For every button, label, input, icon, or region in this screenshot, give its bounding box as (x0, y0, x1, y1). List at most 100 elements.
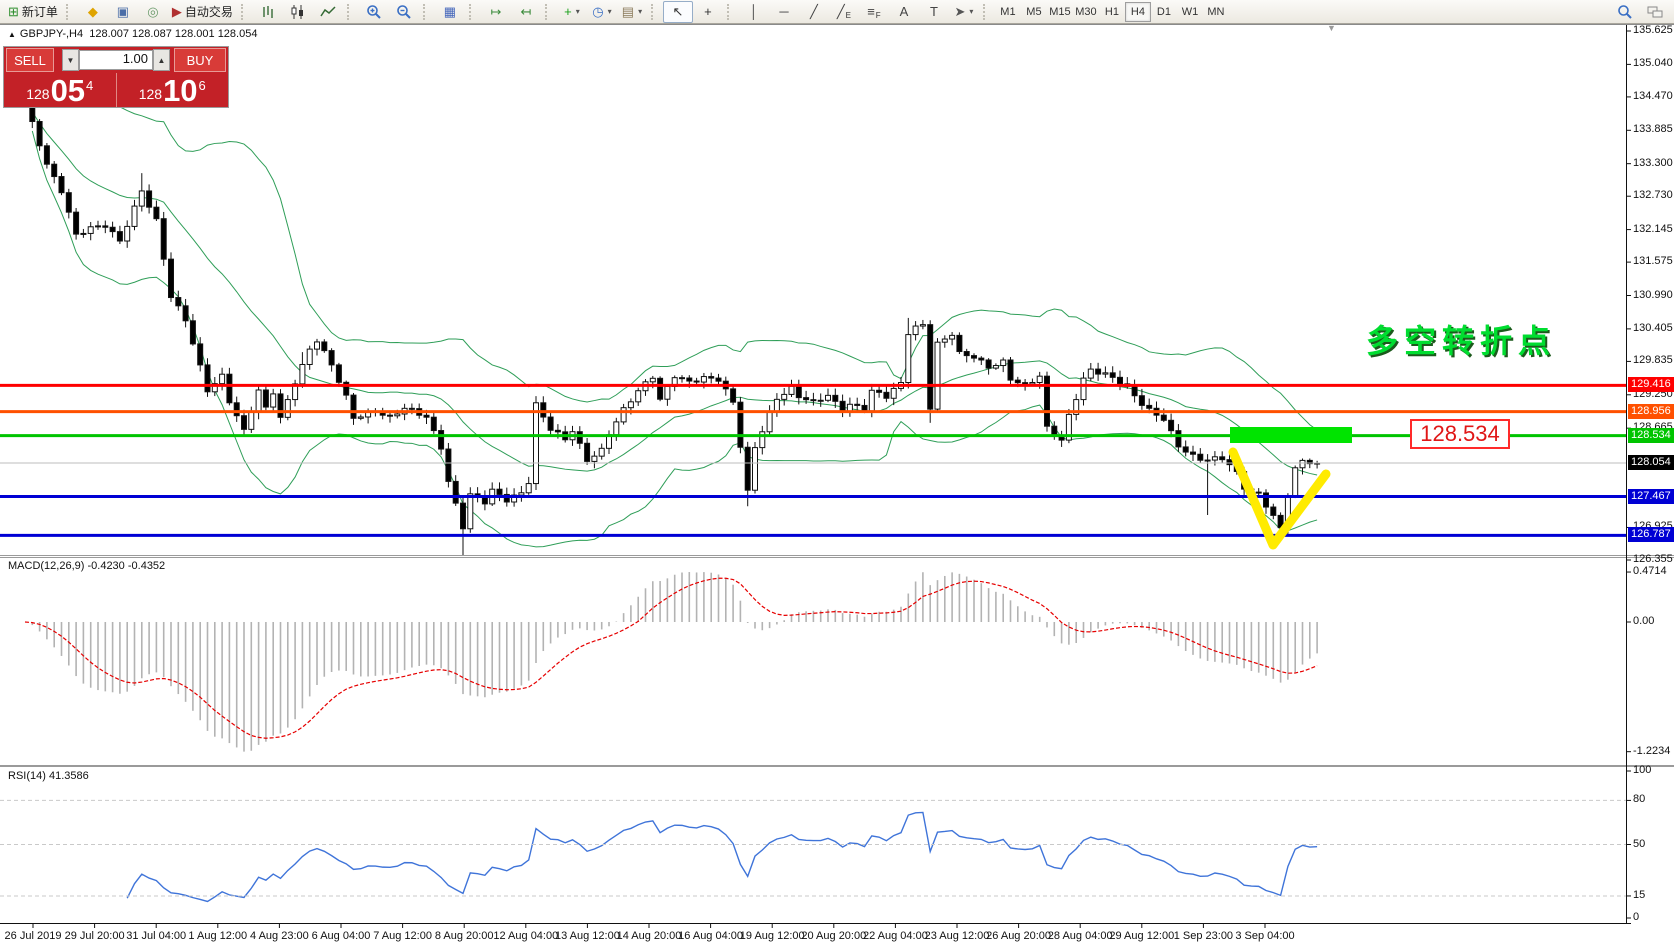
panel-splitter[interactable] (0, 553, 1626, 558)
price-tick-label: 130.405 (1633, 321, 1673, 334)
letter-badge: E (845, 11, 852, 20)
volume-decrease-button[interactable]: ▼ (62, 49, 79, 71)
timeframe-button-d1[interactable]: D1 (1156, 5, 1171, 18)
signals-button[interactable]: ◎ (138, 1, 168, 23)
chart-shift-icon: ↤ (520, 3, 532, 19)
toolbar-grip (544, 3, 553, 20)
panel-splitter[interactable] (0, 763, 1626, 768)
channel-icon: ╱ (836, 3, 845, 19)
date-label: 7 Aug 12:00 (373, 930, 432, 942)
timeframe-button-w1[interactable]: W1 (1181, 5, 1199, 18)
timeframe-button-mn[interactable]: MN (1207, 5, 1225, 18)
fibonacci-icon: ≡ (867, 4, 875, 19)
date-label: 26 Aug 20:00 (986, 930, 1052, 942)
bar-chart-button[interactable] (253, 1, 283, 23)
sell-price-prefix: 128 (26, 86, 50, 102)
zoom-in-button[interactable] (359, 1, 389, 23)
autotrading-button[interactable]: ▶ 自动交易 (168, 1, 237, 23)
buy-button[interactable]: BUY (174, 48, 226, 72)
channel-button[interactable]: ╱ E (829, 1, 859, 23)
crosshair-icon: + (704, 4, 712, 19)
terminal-button[interactable]: ▣ (108, 1, 138, 23)
price-divider (115, 73, 117, 107)
dropdown-caret-icon[interactable]: ▾ (575, 7, 580, 16)
autotrading-button-label: 自动交易 (184, 5, 233, 19)
rsi-tick-label: 50 (1633, 837, 1646, 850)
date-label: 3 Sep 04:00 (1235, 930, 1295, 942)
periods-button[interactable]: ◷ ▾ (587, 1, 617, 23)
buy-price-button[interactable]: 128 10 6 (117, 73, 229, 107)
hline-icon: ─ (779, 4, 789, 19)
trendline-button[interactable]: ╱ (799, 1, 829, 23)
price-tick-label: 129.835 (1633, 354, 1673, 367)
timeframe-button-m1[interactable]: M1 (1000, 5, 1016, 18)
price-tick-label: 132.730 (1633, 189, 1673, 202)
toolbar-grip (468, 3, 477, 20)
tile-windows-button[interactable]: ▦ (435, 1, 465, 23)
current-price-badge: 128.054 (1628, 455, 1674, 471)
vline-button[interactable]: │ (739, 1, 769, 23)
rsi-tick-label: 15 (1633, 888, 1646, 901)
bar-position-marker-icon: ▼ (1327, 23, 1336, 33)
timeframe-button-m15[interactable]: M15 (1049, 5, 1071, 18)
price-tick-label: 130.990 (1633, 288, 1673, 301)
toolbar-grip (422, 3, 431, 20)
price-level-badge: 126.787 (1628, 527, 1674, 543)
vline-icon: │ (749, 4, 758, 19)
timeframe-button-h4[interactable]: H4 (1124, 1, 1151, 22)
toolbar-grip (726, 3, 735, 20)
price-tick-label: 132.145 (1633, 222, 1673, 235)
volume-input[interactable]: 1.00 (79, 50, 153, 70)
arrows-button[interactable]: ➤ ▾ (949, 1, 979, 23)
dropdown-caret-icon[interactable]: ▾ (969, 7, 974, 16)
candlestick-chart-button[interactable] (283, 1, 313, 23)
macd-tick-label: 0.4714 (1633, 565, 1667, 578)
search-icon[interactable] (1610, 1, 1640, 23)
letter-badge: F (875, 11, 881, 20)
sell-price-sup: 4 (86, 78, 94, 93)
price-tick-label: 133.300 (1633, 156, 1673, 169)
collapse-panel-arrow-icon[interactable]: ▲ (8, 30, 16, 39)
date-label: 23 Aug 12:00 (924, 930, 990, 942)
timeframe-button-m5[interactable]: M5 (1026, 5, 1042, 18)
rsi-indicator-label: RSI(14) 41.3586 (8, 770, 89, 782)
date-label: 8 Aug 20:00 (434, 930, 494, 942)
date-label: 16 Aug 04:00 (678, 930, 744, 942)
hline-button[interactable]: ─ (769, 1, 799, 23)
volume-increase-button[interactable]: ▲ (153, 49, 170, 71)
label-button[interactable]: T (919, 1, 949, 23)
price-level-badge: 127.467 (1628, 488, 1674, 504)
fibonacci-button[interactable]: ≡ F (859, 1, 889, 23)
text-button[interactable]: A (889, 1, 919, 23)
price-tick-label: 135.040 (1633, 57, 1673, 70)
sell-price-button[interactable]: 128 05 4 (4, 73, 116, 107)
date-label: 4 Aug 23:00 (250, 930, 309, 942)
line-chart-button[interactable] (313, 1, 343, 23)
terminal-icon: ▣ (116, 3, 130, 19)
new-order-button[interactable]: ⊞ 新订单 (4, 1, 62, 23)
chart-shift-button[interactable]: ↤ (511, 1, 541, 23)
sell-button[interactable]: SELL (6, 48, 54, 72)
dropdown-caret-icon[interactable]: ▾ (607, 7, 612, 16)
date-label: 29 Aug 12:00 (1109, 930, 1175, 942)
dropdown-caret-icon[interactable]: ▾ (638, 7, 643, 16)
auto-scroll-button[interactable]: ↦ (481, 1, 511, 23)
chat-icon[interactable] (1640, 1, 1670, 23)
timeframe-button-h1[interactable]: H1 (1104, 5, 1119, 18)
timeframe-button-m30[interactable]: M30 (1075, 5, 1097, 18)
rsi-tick-label: 0 (1633, 911, 1640, 923)
periods-icon: ◷ (592, 3, 604, 19)
indicators-icon: + (564, 4, 572, 19)
templates-button[interactable]: ▤ ▾ (617, 1, 647, 23)
templates-icon: ▤ (621, 3, 635, 19)
date-label: 13 Aug 12:00 (554, 930, 620, 942)
zoom-out-button[interactable] (389, 1, 419, 23)
new-order-button-label: 新订单 (21, 5, 58, 19)
indicators-button[interactable]: + ▾ (557, 1, 587, 23)
crosshair-button[interactable]: + (693, 1, 723, 23)
cursor-button[interactable]: ↖ (662, 0, 693, 23)
toolbar: ⊞ 新订单 ◆ ▣ ◎ ▶ 自动交易 ▦ ↦ ↤ + ▾ ◷ ▾ ▤ ▾ ↖ + │ ─ ╱ ╱ E ≡ F A T ➤ ▾ M1 M5 M1… (0, 0, 1674, 24)
metaeditor-button[interactable]: ◆ (78, 1, 108, 23)
autotrading-icon: ▶ (171, 3, 182, 19)
